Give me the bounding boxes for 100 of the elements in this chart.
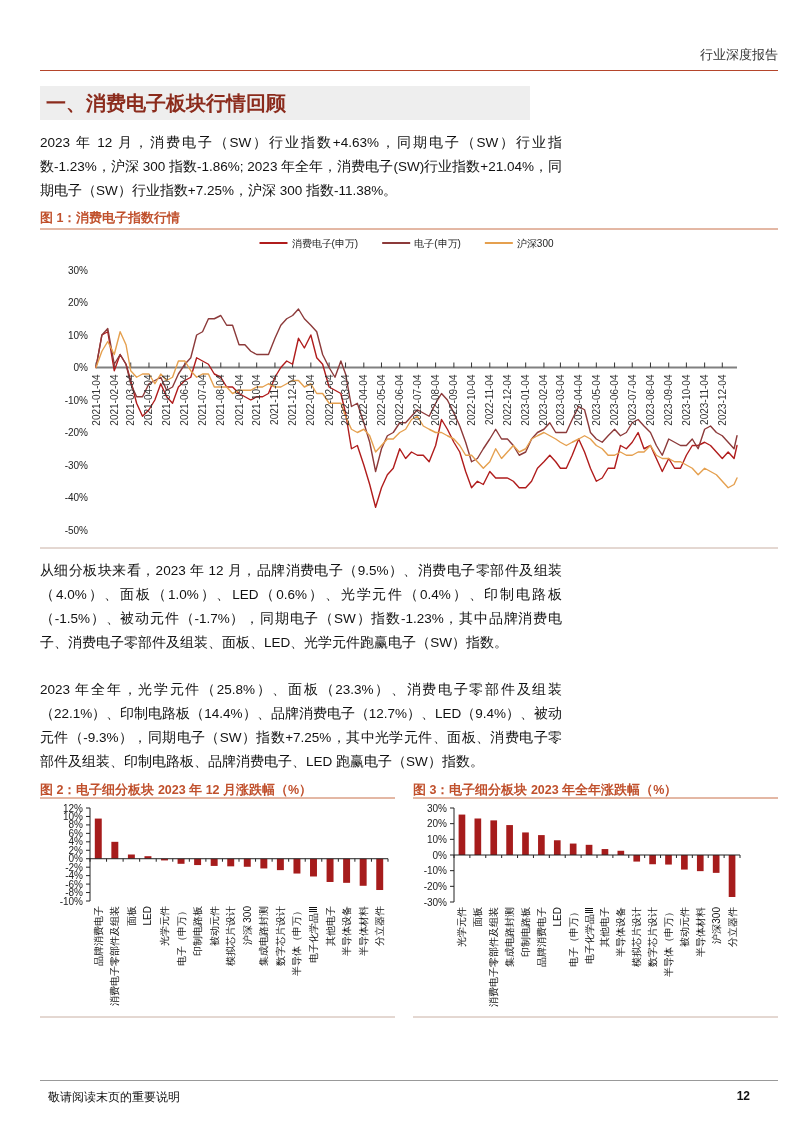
x-tick-label: 模拟芯片设计 (631, 907, 643, 967)
text: 2023 年全年，光学元件（25.8%）、面板（23.3%）、消费电子零部件及组装（22.1%）、印制电路板（14.4%）、品牌消费电子（12.7%）、LED（9.4%）、被动元件（-9.3%），同期电子（SW）指数+7.25%，其中光学元件、面板、消费电子零部件及组装、印制电路板、品牌消费电子、LED 跑赢电子（SW）指数。 (40, 681, 562, 771)
x-tick-label: 2023-08-04 (644, 374, 656, 426)
y-tick-label: 30% (67, 264, 89, 276)
x-tick-label: 集成电路封测 (504, 907, 516, 967)
x-tick-label: 2023-05-04 (590, 374, 602, 426)
y-tick-label: 20% (426, 818, 448, 830)
x-tick-label: 2021-11-04 (269, 374, 281, 425)
x-tick-label: 模拟芯片设计 (225, 906, 237, 966)
x-tick-label: LED (142, 906, 154, 926)
x-tick-label: 印制电路板 (520, 907, 531, 957)
x-tick-label: 2022-08-04 (430, 374, 442, 426)
x-tick-label: 品牌消费电子 (535, 907, 547, 967)
text: 2023 年 12 月，消费电子（SW）行业指数+4.63%，同期电子（SW）行业指数-1.23%，沪深 300 指数-1.86%; 2023 年全年，消费电子(SW)行业指数+21.04%，同期电子（SW）行业指数+7.25%，沪深 300 指数-11.38%。 (40, 134, 562, 200)
x-tick-label: 2022-11-04 (484, 374, 496, 425)
x-tick-label: 2023-01-04 (520, 374, 532, 426)
x-tick-label: 数字芯片设计 (274, 906, 286, 966)
x-tick-label: 2022-01-04 (305, 374, 317, 426)
x-tick-label: 沪深 300 (241, 905, 253, 946)
x-tick-label: 2021-12-04 (287, 374, 299, 426)
x-tick-label: 消费电子零部件及组装 (488, 907, 500, 1007)
y-tick-label: -30% (423, 896, 448, 908)
x-tick-label: 半导体（申万） (663, 907, 674, 977)
x-tick-label: 2021-07-04 (197, 374, 209, 426)
x-tick-label: 消费电子零部件及组装 (109, 906, 121, 1006)
x-tick-label: 面板 (472, 907, 484, 927)
y-tick-label: 10% (67, 329, 89, 341)
x-tick-label: 电子（申万） (567, 907, 579, 967)
x-tick-label: 集成电路封测 (258, 906, 270, 966)
x-tick-label: 2023-03-04 (554, 374, 566, 426)
x-tick-label: 分立器件 (374, 906, 386, 946)
text: 12 (736, 1089, 750, 1103)
y-tick-label: 0% (432, 849, 448, 861)
x-tick-label: 面板 (125, 906, 137, 926)
x-tick-label: 电子化学品Ⅲ (583, 907, 595, 964)
text: 行业深度报告 (700, 46, 778, 64)
y-tick-label: -30% (64, 459, 89, 471)
x-tick-label: 2021-08-04 (215, 374, 227, 426)
x-tick-label: 光学元件 (456, 907, 468, 947)
chart-title: 图 1：消费电子指数行情 (40, 211, 181, 225)
x-tick-label: 2021-04-04 (143, 374, 155, 426)
x-tick-label: 被动元件 (678, 907, 690, 947)
chart-title: 图 3：电子细分板块 2023 年全年涨跌幅（%） (413, 783, 678, 797)
x-tick-label: 2023-10-04 (680, 374, 692, 426)
x-tick-label: 半导体材料 (357, 906, 369, 956)
y-tick-label: 10% (426, 833, 448, 845)
text: 一、消费电子板块行情回顾 (40, 86, 530, 120)
x-tick-label: 2021-05-04 (161, 374, 173, 426)
x-tick-label: 品牌消费电子 (92, 906, 104, 966)
x-tick-label: 2021-09-04 (233, 374, 245, 426)
x-tick-label: 2023-09-04 (663, 374, 675, 426)
x-tick-label: 半导体（申万） (291, 906, 303, 976)
x-tick-label: 电子化学品Ⅲ (308, 906, 319, 963)
y-tick-label: -10% (64, 394, 89, 406)
y-tick-label: -20% (64, 427, 89, 438)
x-tick-label: 印制电路板 (192, 906, 204, 956)
x-tick-label: 2022-10-04 (466, 374, 478, 426)
x-tick-label: 半导体材料 (694, 907, 706, 957)
x-tick-label: 2022-02-04 (323, 374, 335, 426)
x-tick-label: 2023-07-04 (626, 374, 638, 426)
text: 敬请阅读末页的重要说明 (48, 1089, 180, 1106)
x-tick-label: 2022-05-04 (375, 374, 387, 426)
legend-label: 沪深300 (516, 237, 554, 249)
x-tick-label: 半导体设备 (615, 907, 627, 957)
x-tick-label: 2022-03-04 (340, 374, 352, 426)
legend-label: 消费电子(申万) (291, 237, 359, 249)
x-tick-label: 2023-12-04 (716, 374, 728, 426)
x-tick-label: LED (551, 907, 563, 927)
y-tick-label: -40% (64, 492, 89, 503)
x-tick-label: 2021-06-04 (179, 374, 191, 426)
x-tick-label: 2022-07-04 (411, 374, 423, 426)
x-tick-label: 2023-06-04 (609, 374, 621, 426)
x-tick-label: 2021-02-04 (108, 374, 120, 426)
x-tick-label: 分立器件 (726, 907, 738, 947)
y-tick-label: -20% (423, 880, 448, 892)
x-tick-label: 数字芯片设计 (647, 907, 659, 967)
x-tick-label: 2021-10-04 (251, 374, 263, 426)
x-tick-label: 2021-01-04 (90, 374, 102, 426)
x-tick-label: 2022-04-04 (358, 374, 370, 426)
y-tick-label: 20% (67, 297, 89, 308)
y-tick-label: -10% (423, 865, 448, 877)
y-tick-label: 30% (426, 802, 448, 814)
chart-title: 图 2：电子细分板块 2023 年 12 月涨跌幅（%） (40, 783, 313, 797)
y-tick-label: 0% (73, 362, 89, 373)
x-tick-label: 2022-09-04 (448, 374, 460, 426)
x-tick-label: 被动元件 (208, 906, 220, 946)
x-tick-label: 2022-06-04 (394, 374, 406, 426)
x-tick-label: 其他电子 (324, 906, 336, 946)
x-tick-label: 电子（申万） (175, 906, 187, 966)
x-tick-label: 2022-12-04 (501, 374, 513, 426)
x-tick-label: 其他电子 (599, 907, 611, 947)
text: 从细分板块来看，2023 年 12 月，品牌消费电子（9.5%）、消费电子零部件及组装（4.0%）、面板（1.0%）、LED（0.6%）、光学元件（0.4%）、印制电路板（-1.5%）、被动元件（-1.7%），同期电子（SW）指数-1.23%，其中品牌消费电子、消费电子零部件及组装、面板、LED、光学元件跑赢电子（SW）指数。 (40, 562, 562, 652)
x-tick-label: 2023-02-04 (538, 374, 550, 426)
x-tick-label: 半导体设备 (341, 906, 353, 956)
x-tick-label: 2021-03-04 (125, 374, 137, 426)
x-tick-label: 2023-11-04 (699, 374, 711, 425)
x-tick-label: 光学元件 (159, 906, 170, 946)
y-tick-label: -50% (64, 524, 89, 536)
x-tick-label: 沪深300 (710, 906, 722, 944)
x-tick-label: 2023-04-04 (573, 374, 585, 426)
